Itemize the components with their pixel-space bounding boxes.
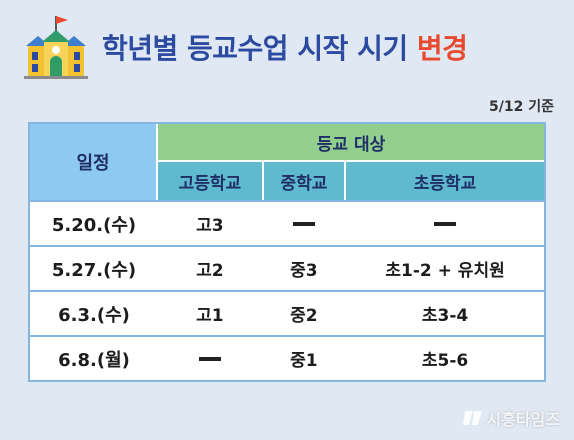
title-row: 학년별 등교수업 시작 시기 변경	[20, 8, 560, 86]
row-middle: 중1	[261, 335, 347, 380]
table-row: 6.3.(수) 고1 중2 초3-4	[30, 290, 544, 335]
row-elem: 초3-4	[346, 290, 544, 335]
header-high-school: 고등학교	[158, 160, 262, 200]
group-header: 등교 대상	[158, 124, 544, 160]
row-date: 6.3.(수)	[30, 290, 158, 335]
row-elem: 초5-6	[346, 335, 544, 380]
header-middle-school: 중학교	[261, 160, 347, 200]
basis-date: 5/12 기준	[489, 99, 554, 115]
watermark: 시흥타임즈	[463, 406, 560, 430]
row-date: 5.20.(수)	[30, 200, 158, 245]
row-date: 6.8.(월)	[30, 335, 158, 380]
watermark-text: 시흥타임즈	[486, 410, 560, 429]
row-high	[158, 335, 262, 380]
row-high: 고2	[158, 245, 262, 290]
row-middle: 중3	[261, 245, 347, 290]
dash-icon	[292, 221, 315, 226]
row-middle	[261, 200, 347, 245]
row-middle: 중2	[261, 290, 347, 335]
table-row: 5.20.(수) 고3	[30, 200, 544, 245]
page-title: 학년별 등교수업 시작 시기 변경	[102, 27, 468, 67]
dash-icon	[198, 356, 221, 361]
row-date: 5.27.(수)	[30, 245, 158, 290]
row-elem	[346, 200, 544, 245]
schedule-table: 일정 등교 대상 고등학교 중학교 초등학교 5.20.(수) 고3 5.27.…	[28, 122, 546, 382]
title-accent: 변경	[416, 32, 468, 65]
dash-icon	[434, 221, 457, 226]
watermark-logo-icon	[463, 411, 483, 425]
school-building-icon	[24, 16, 88, 79]
row-elem: 초1-2 + 유치원	[346, 245, 544, 290]
table-row: 5.27.(수) 고2 중3 초1-2 + 유치원	[30, 245, 544, 290]
row-high: 고3	[158, 200, 262, 245]
row-high: 고1	[158, 290, 262, 335]
title-main: 학년별 등교수업 시작 시기	[102, 32, 408, 65]
table-row: 6.8.(월) 중1 초5-6	[30, 335, 544, 380]
header-elementary-school: 초등학교	[346, 160, 544, 200]
date-header: 일정	[30, 124, 158, 200]
